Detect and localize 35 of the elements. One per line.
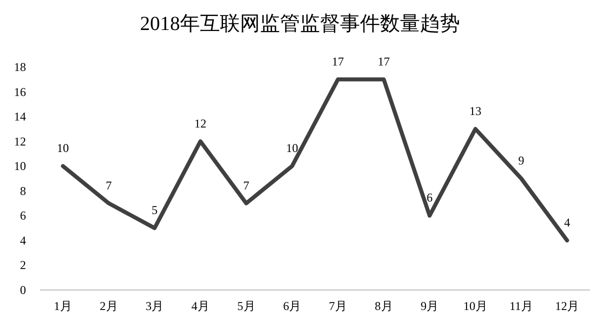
y-tick-label: 4 [20, 233, 26, 248]
y-tick-label: 6 [20, 208, 26, 223]
x-tick-label: 12月 [555, 299, 580, 313]
data-label: 7 [243, 178, 250, 192]
data-label: 4 [564, 215, 570, 230]
chart-title: 2018年互联网监管监督事件数量趋势 [140, 13, 460, 35]
data-label: 12 [194, 116, 206, 130]
x-tick-label: 8月 [374, 299, 393, 313]
y-tick-label: 0 [20, 283, 26, 297]
data-label: 5 [152, 203, 158, 218]
y-tick-label: 14 [14, 110, 26, 124]
data-label: 9 [518, 154, 524, 168]
x-tick-label: 6月 [283, 299, 302, 313]
x-tick-label: 11月 [509, 299, 534, 313]
x-tick-label: 1月 [54, 299, 72, 313]
x-tick-label: 9月 [420, 299, 439, 313]
y-tick-label: 12 [14, 134, 26, 148]
data-label: 13 [469, 104, 482, 118]
data-label: 17 [332, 54, 344, 68]
data-label: 7 [106, 178, 112, 192]
x-tick-label: 5月 [237, 299, 256, 313]
y-tick-label: 10 [14, 159, 26, 174]
x-tick-label: 4月 [191, 299, 210, 313]
x-tick-label: 3月 [146, 299, 164, 313]
y-tick-label: 18 [14, 60, 26, 74]
x-tick-label: 2月 [100, 299, 118, 313]
data-label: 10 [56, 141, 69, 156]
x-tick-label: 10月 [463, 299, 488, 313]
data-label: 6 [426, 190, 433, 205]
y-tick-label: 8 [20, 184, 26, 198]
data-label: 10 [286, 141, 298, 156]
y-tick-label: 2 [20, 258, 26, 272]
data-label: 17 [378, 54, 390, 68]
y-tick-label: 16 [14, 84, 26, 99]
x-tick-label: 7月 [328, 299, 347, 313]
